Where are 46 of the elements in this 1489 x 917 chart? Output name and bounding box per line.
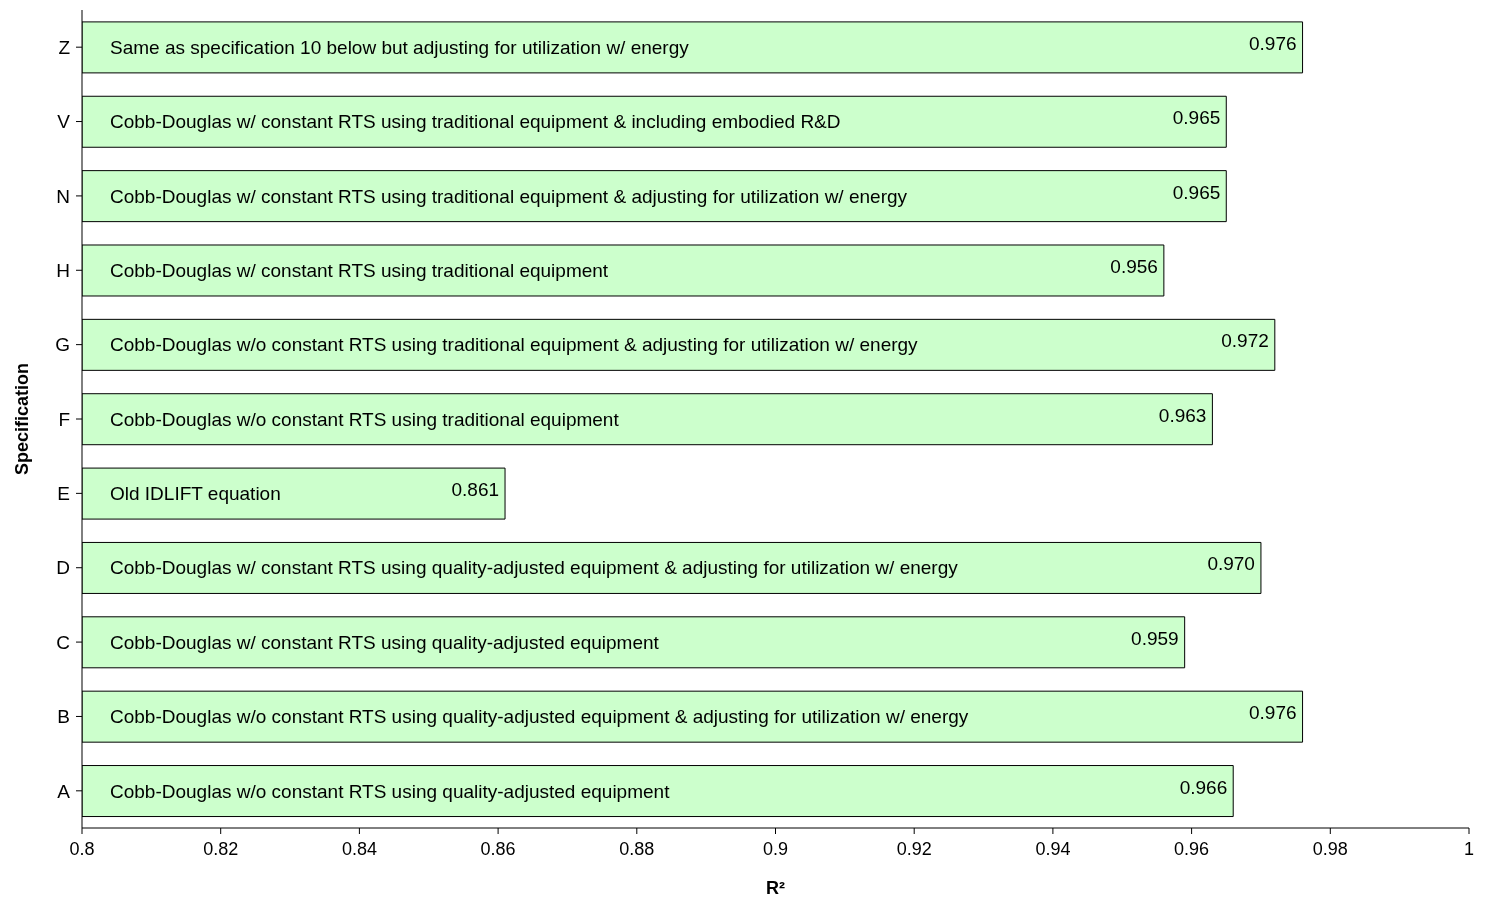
y-axis-title: Specification	[12, 362, 33, 476]
x-tick-label: 0.8	[69, 838, 95, 859]
annotation: Old IDLIFT equation	[110, 483, 281, 505]
data-label: 0.965	[1172, 181, 1221, 203]
y-tick-label: C	[56, 631, 70, 653]
y-tick-label: D	[56, 557, 70, 579]
data-label: 0.966	[1179, 776, 1228, 798]
y-tick-label: A	[57, 780, 71, 802]
y-tick-label: Z	[58, 36, 71, 58]
x-tick-label: 0.9	[762, 838, 789, 859]
annotation: Cobb-Douglas w/ constant RTS using traditional equipment & including embodied R&D	[110, 111, 841, 133]
x-tick-label: 0.94	[1035, 838, 1071, 859]
x-tick-label: 0.84	[341, 838, 377, 859]
y-tick-label: N	[56, 185, 70, 207]
x-tick-label: 0.98	[1312, 838, 1348, 859]
x-tick-label: 0.82	[203, 838, 239, 859]
y-tick-label: G	[55, 334, 70, 356]
x-tick-label: 0.86	[480, 838, 516, 859]
x-tick-label: 0.96	[1174, 838, 1210, 859]
annotation: Same as specification 10 below but adjusting for utilization w/ energy	[110, 36, 690, 58]
data-label: 0.959	[1131, 627, 1179, 649]
data-label: 0.965	[1172, 107, 1221, 129]
data-label: 0.970	[1207, 553, 1255, 575]
data-label: 0.972	[1221, 330, 1269, 352]
y-tick-label: H	[56, 260, 70, 282]
annotation: Cobb-Douglas w/ constant RTS using traditional equipment & adjusting for utilization w/ energy	[110, 185, 908, 207]
annotation: Cobb-Douglas w/o constant RTS using traditional equipment & adjusting for utilization w/ energy	[110, 334, 919, 356]
annotation: Cobb-Douglas w/o constant RTS using quality-adjusted equipment & adjusting for utilization w/ energy	[110, 706, 969, 728]
data-label: 0.976	[1249, 32, 1297, 54]
y-tick-label: B	[57, 706, 70, 728]
x-tick-label: 1	[1463, 838, 1475, 859]
y-tick-label: F	[58, 408, 70, 430]
y-tick-label: E	[57, 483, 70, 505]
annotation: Cobb-Douglas w/o constant RTS using traditional equipment	[110, 408, 620, 430]
annotation: Cobb-Douglas w/ constant RTS using quality-adjusted equipment & adjusting for utilization w/ energy	[110, 557, 959, 579]
annotation: Cobb-Douglas w/o constant RTS using quality-adjusted equipment	[110, 780, 671, 802]
data-label: 0.963	[1158, 404, 1207, 426]
x-tick-label: 0.88	[619, 838, 655, 859]
x-tick-label: 0.92	[896, 838, 932, 859]
annotation: Cobb-Douglas w/ constant RTS using quality-adjusted equipment	[110, 631, 660, 653]
data-label: 0.976	[1249, 702, 1297, 724]
annotation: Cobb-Douglas w/ constant RTS using traditional equipment	[110, 259, 609, 281]
x-axis-title: R²	[766, 878, 785, 898]
y-tick-label: V	[57, 111, 71, 133]
data-label: 0.861	[451, 479, 500, 501]
data-label: 0.956	[1110, 255, 1158, 277]
